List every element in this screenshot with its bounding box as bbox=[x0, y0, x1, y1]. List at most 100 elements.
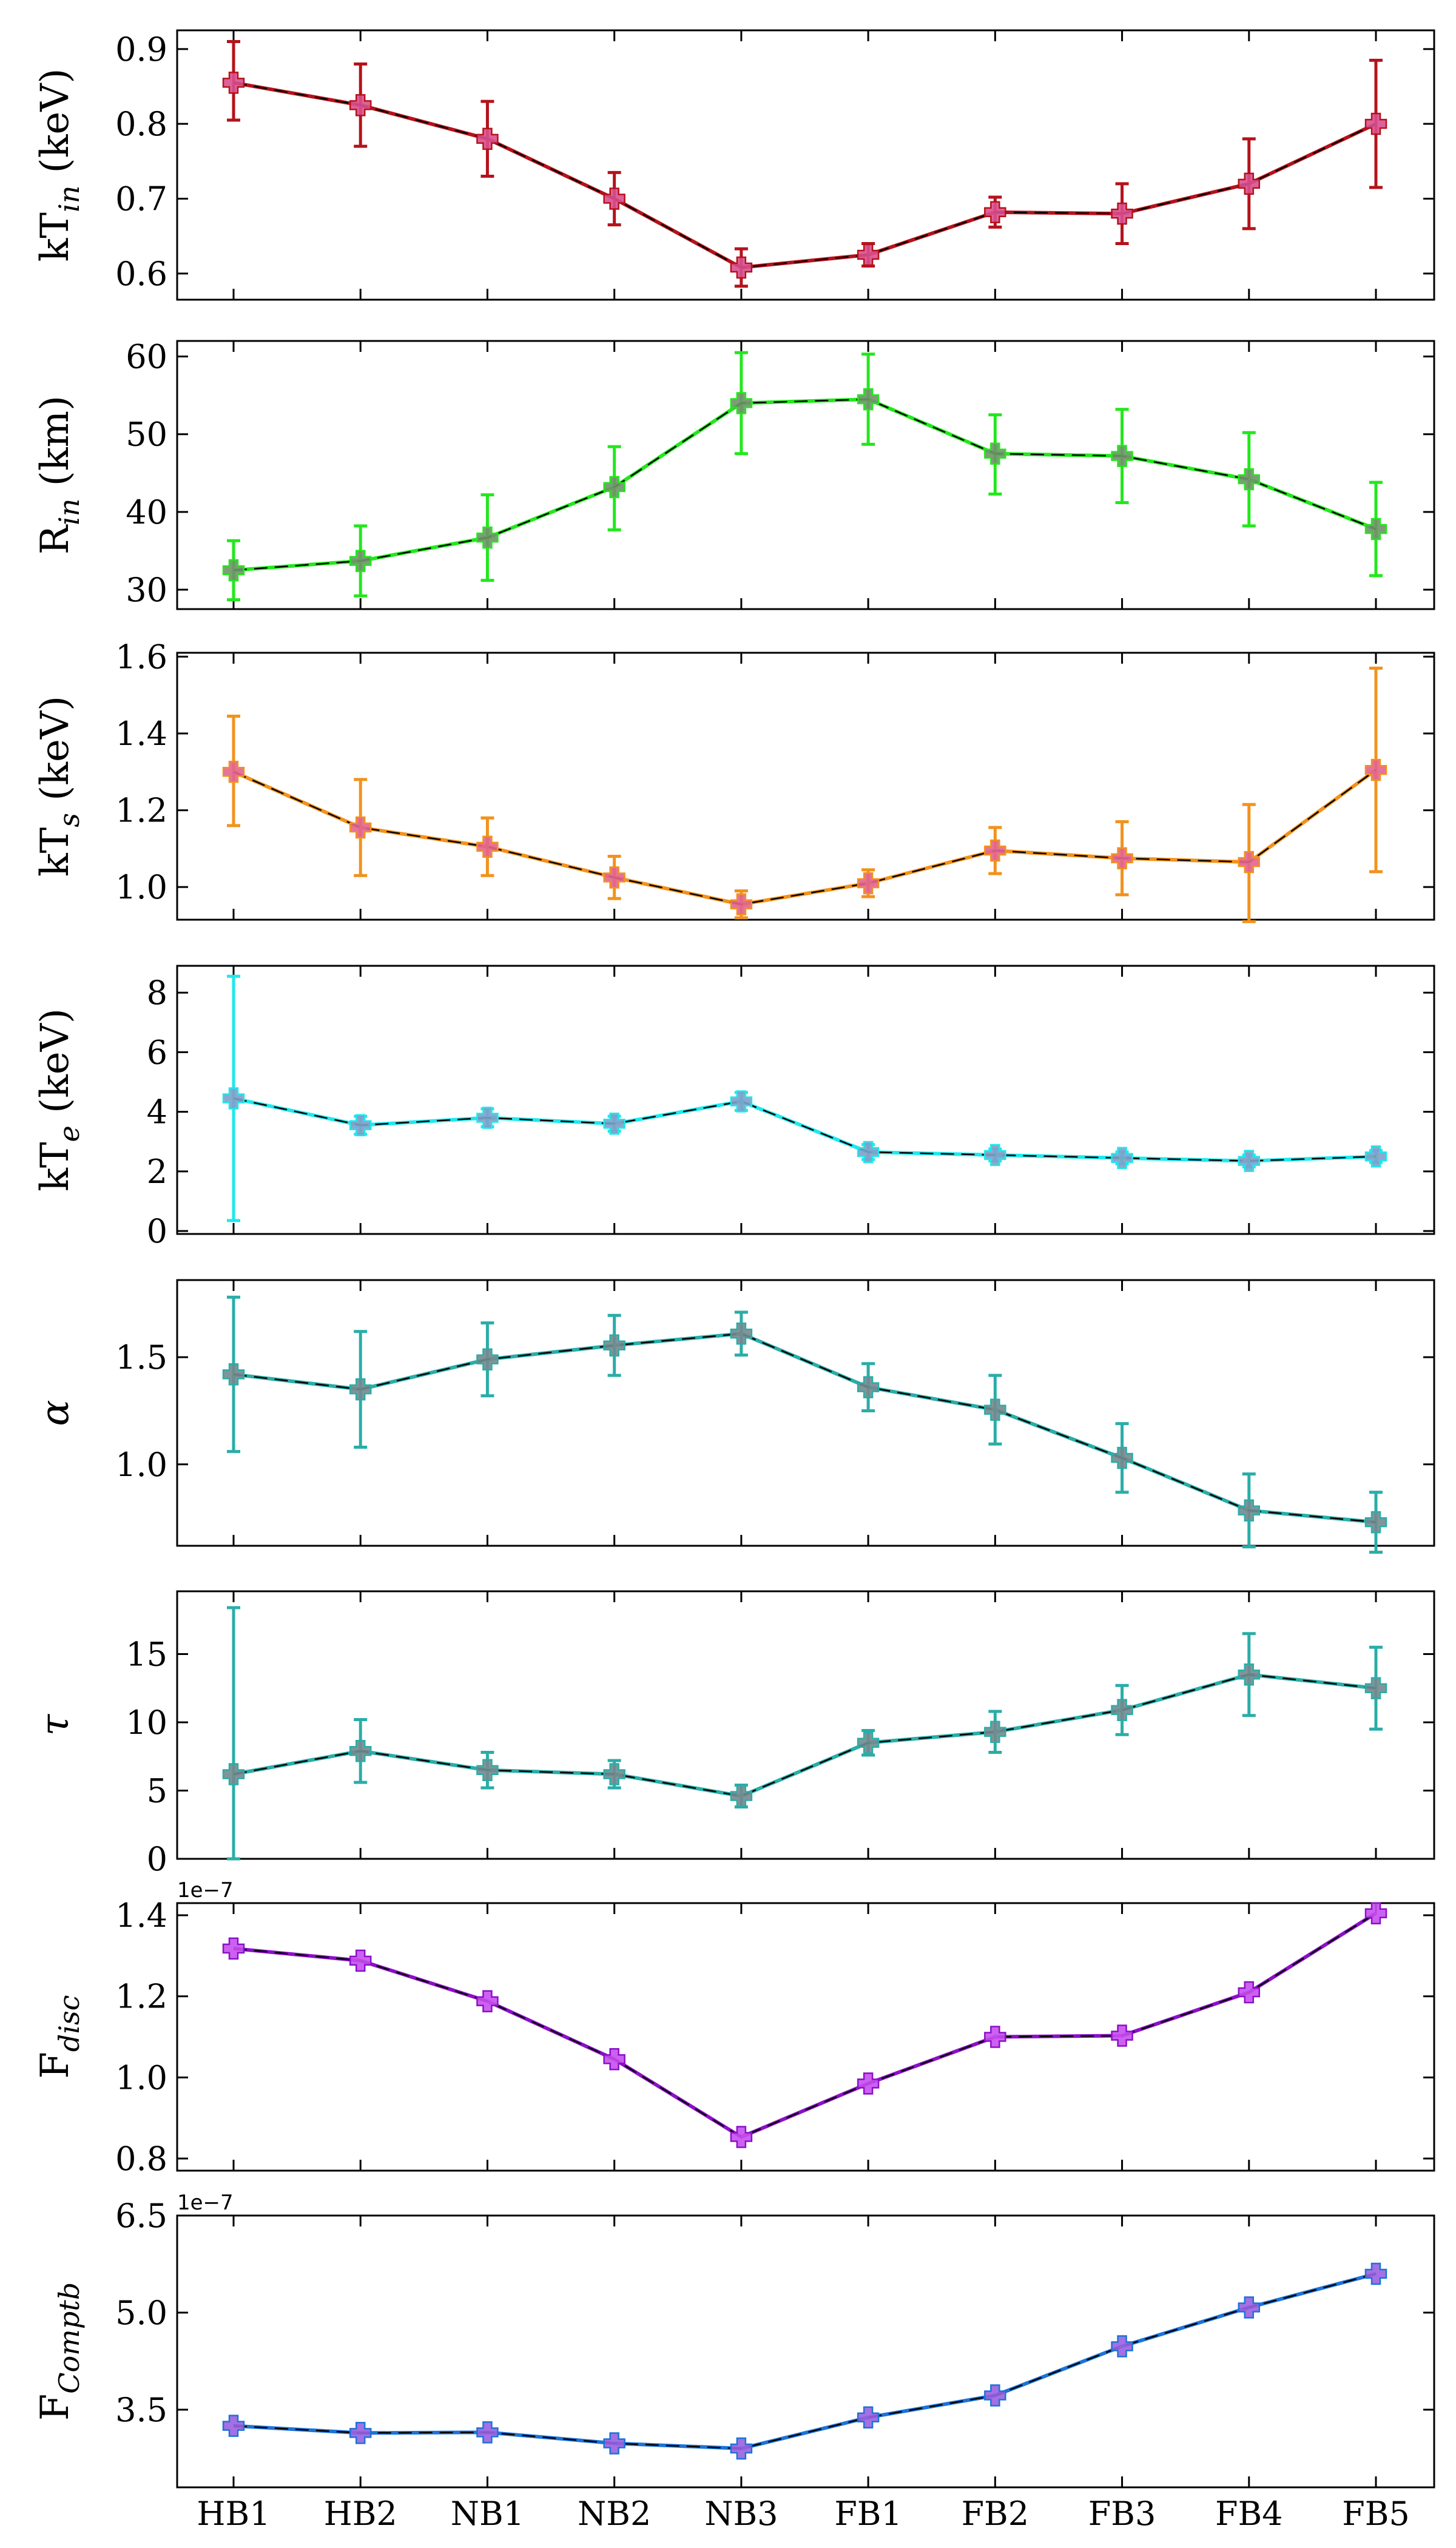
data-point bbox=[857, 2406, 880, 2429]
data-point bbox=[222, 1763, 245, 1785]
data-point bbox=[222, 761, 245, 783]
data-point bbox=[349, 1740, 372, 1762]
data-point bbox=[730, 1323, 753, 1345]
y-tick-label: 50 bbox=[126, 416, 167, 454]
axes-frame bbox=[176, 1279, 1435, 1547]
y-tick-label: 5.0 bbox=[115, 2294, 167, 2332]
data-point bbox=[1364, 112, 1387, 135]
data-point bbox=[349, 1378, 372, 1401]
x-tick-label: FB1 bbox=[834, 2495, 902, 2533]
data-point bbox=[984, 442, 1006, 465]
y-tick-label: 1.0 bbox=[115, 1446, 167, 1484]
panel-4: 0 2 4 6 8 kTe (keV) bbox=[33, 965, 1435, 1250]
data-point bbox=[1238, 1499, 1261, 1522]
data-point bbox=[603, 2432, 625, 2455]
data-point bbox=[222, 559, 245, 582]
data-point bbox=[1364, 1902, 1387, 1924]
series-dash bbox=[233, 82, 1377, 269]
panel-6: 0 5 10 15 τ bbox=[33, 1590, 1435, 1878]
series-dash bbox=[233, 1673, 1377, 1797]
data-point bbox=[349, 550, 372, 572]
data-point bbox=[1364, 1145, 1387, 1168]
y-tick-label: 1.2 bbox=[115, 792, 167, 830]
y-tick-label: 1.4 bbox=[115, 715, 167, 753]
data-point bbox=[222, 1363, 245, 1386]
data-point bbox=[1111, 1147, 1133, 1170]
axes-frame bbox=[176, 340, 1435, 610]
panel-8: 3.5 5.0 6.5 FComptb 1e−7 HB1 HB2 NB1 NB2 NB3 FB1 FB… bbox=[33, 2191, 1435, 2533]
data-point bbox=[349, 2422, 372, 2444]
x-tick-label: NB2 bbox=[578, 2495, 651, 2533]
data-point bbox=[984, 201, 1006, 223]
data-point bbox=[1111, 445, 1133, 467]
data-point bbox=[603, 866, 625, 889]
y-tick-label: 0.8 bbox=[115, 2140, 167, 2178]
y-tick-label: 15 bbox=[126, 1636, 167, 1674]
axes-frame bbox=[176, 1902, 1435, 2172]
x-tick-label: HB1 bbox=[197, 2495, 270, 2533]
data-point bbox=[349, 1114, 372, 1136]
y-axis-label: τ bbox=[33, 1713, 78, 1736]
data-point bbox=[476, 1759, 499, 1781]
data-point bbox=[1238, 2296, 1261, 2319]
panel-1: 0.6 0.7 0.8 0.9 kTin (keV) bbox=[33, 29, 1435, 301]
data-point bbox=[730, 1090, 753, 1113]
series-dash bbox=[233, 1333, 1377, 1523]
data-point bbox=[730, 392, 753, 414]
data-point bbox=[1364, 1677, 1387, 1699]
data-point bbox=[1238, 1150, 1261, 1172]
y-tick-label: 6 bbox=[147, 1033, 167, 1071]
data-point bbox=[730, 893, 753, 915]
x-tick-label: HB2 bbox=[324, 2495, 397, 2533]
data-point bbox=[1364, 1511, 1387, 1534]
data-point bbox=[476, 835, 499, 858]
y-tick-label: 60 bbox=[126, 338, 167, 376]
data-point bbox=[1111, 847, 1133, 869]
data-point bbox=[222, 2415, 245, 2437]
data-point bbox=[476, 1990, 499, 2012]
y-tick-label: 0.8 bbox=[115, 105, 167, 143]
data-point bbox=[857, 1141, 880, 1164]
data-point bbox=[857, 243, 880, 266]
data-point bbox=[857, 872, 880, 895]
data-point bbox=[730, 2126, 753, 2148]
data-point bbox=[1111, 2024, 1133, 2047]
data-point bbox=[1238, 1663, 1261, 1686]
y-tick-label: 1.0 bbox=[115, 2058, 167, 2097]
data-point bbox=[984, 2384, 1006, 2407]
x-tick-label: NB1 bbox=[451, 2495, 524, 2533]
series-line bbox=[233, 1096, 1377, 1163]
data-point bbox=[1111, 202, 1133, 225]
x-tick-label: FB4 bbox=[1215, 2495, 1283, 2533]
panel-5: 1.0 1.5 α bbox=[33, 1279, 1435, 1554]
data-point bbox=[730, 256, 753, 279]
series-line bbox=[233, 81, 1377, 270]
y-tick-label: 40 bbox=[126, 493, 167, 531]
y-axis-label: Rin (km) bbox=[33, 396, 86, 554]
data-point bbox=[1238, 851, 1261, 874]
y-tick-label: 1.2 bbox=[115, 1978, 167, 2016]
series-dash bbox=[233, 1912, 1377, 2138]
axes-frame bbox=[176, 29, 1435, 301]
y-tick-label: 1.4 bbox=[115, 1896, 167, 1935]
panel-2: 30 40 50 60 Rin (km) bbox=[33, 338, 1435, 610]
data-point bbox=[730, 2437, 753, 2460]
y-tick-label: 0 bbox=[147, 1840, 167, 1878]
y-tick-label: 5 bbox=[147, 1772, 167, 1810]
y-tick-label: 0.9 bbox=[115, 30, 167, 69]
data-point bbox=[984, 1398, 1006, 1421]
data-point bbox=[603, 1334, 625, 1357]
data-point bbox=[1238, 1981, 1261, 2004]
data-point bbox=[603, 2048, 625, 2071]
data-point bbox=[857, 1376, 880, 1398]
panel-7: 0.8 1.0 1.2 1.4 Fdisc 1e−7 bbox=[33, 1878, 1435, 2178]
axes-frame bbox=[176, 652, 1435, 921]
y-axis-label: kTe (keV) bbox=[33, 1008, 86, 1191]
data-point bbox=[222, 1087, 245, 1110]
data-point bbox=[476, 1348, 499, 1370]
data-point bbox=[1364, 517, 1387, 541]
y-axis-label: α bbox=[33, 1400, 78, 1426]
data-point bbox=[222, 72, 245, 94]
data-point bbox=[984, 1144, 1006, 1167]
